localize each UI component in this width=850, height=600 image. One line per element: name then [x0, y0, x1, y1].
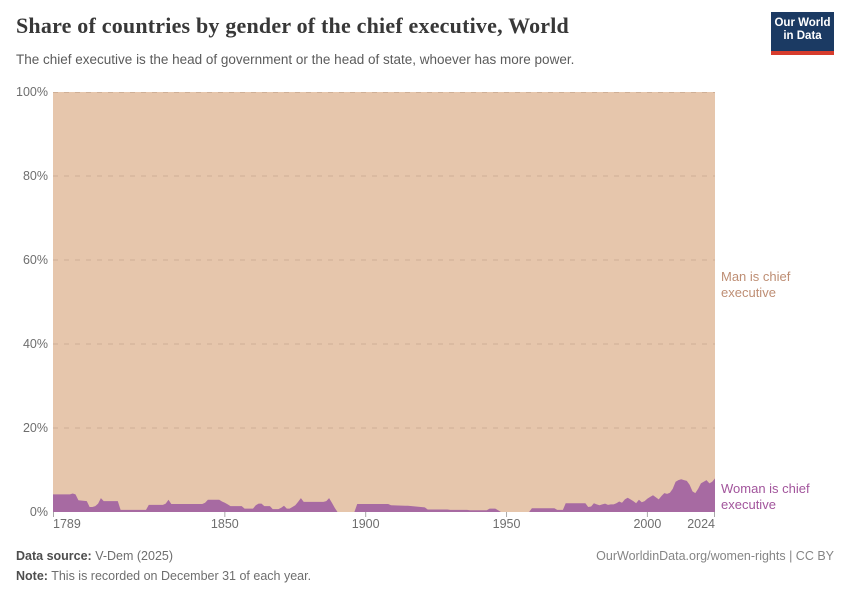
note-label: Note:: [16, 569, 48, 583]
x-axis-tick-label: 2000: [633, 517, 662, 531]
woman-area: [53, 478, 715, 512]
note-value: This is recorded on December 31 of each …: [47, 569, 312, 583]
y-axis-tick-label: 100%: [16, 84, 48, 99]
x-axis-tick-label: 1950: [492, 517, 521, 531]
note-line: Note: This is recorded on December 31 of…: [16, 569, 311, 583]
gridlines: [53, 92, 715, 429]
plot-area-holder: [53, 92, 715, 523]
series-label-man-is-chief-executive: Man is chief executive: [721, 269, 791, 300]
x-axis-tick-label: 1850: [210, 517, 239, 531]
y-axis-tick-label: 60%: [22, 252, 48, 267]
data-source-line: Data source: V-Dem (2025): [16, 549, 173, 563]
y-axis-tick-label: 20%: [22, 420, 48, 435]
plot-area: [53, 92, 715, 517]
data-source-value: V-Dem (2025): [91, 549, 174, 563]
man-area: [53, 92, 715, 512]
owid-logo-line2: in Data: [783, 30, 822, 42]
y-axis-tick-label: 80%: [22, 168, 48, 183]
x-tick-marks: [53, 512, 715, 517]
series-label-woman-is-chief-executive: Woman is chief executive: [721, 481, 810, 512]
owid-logo-line1: Our World: [774, 17, 831, 29]
y-axis-tick-label: 40%: [22, 336, 48, 351]
page-title: Share of countries by gender of the chie…: [16, 13, 569, 38]
data-source-label: Data source:: [16, 549, 92, 563]
x-axis-tick-label: 2024: [687, 517, 715, 531]
credit-link[interactable]: OurWorldinData.org/women-rights | CC BY: [596, 549, 834, 563]
x-axis-tick-label: 1900: [351, 517, 380, 531]
x-axis-tick-label: 1789: [53, 517, 81, 531]
chart-subtitle: The chief executive is the head of gover…: [16, 52, 575, 67]
y-axis-tick-label: 0%: [29, 504, 48, 519]
owid-logo[interactable]: Our World in Data: [771, 12, 834, 55]
